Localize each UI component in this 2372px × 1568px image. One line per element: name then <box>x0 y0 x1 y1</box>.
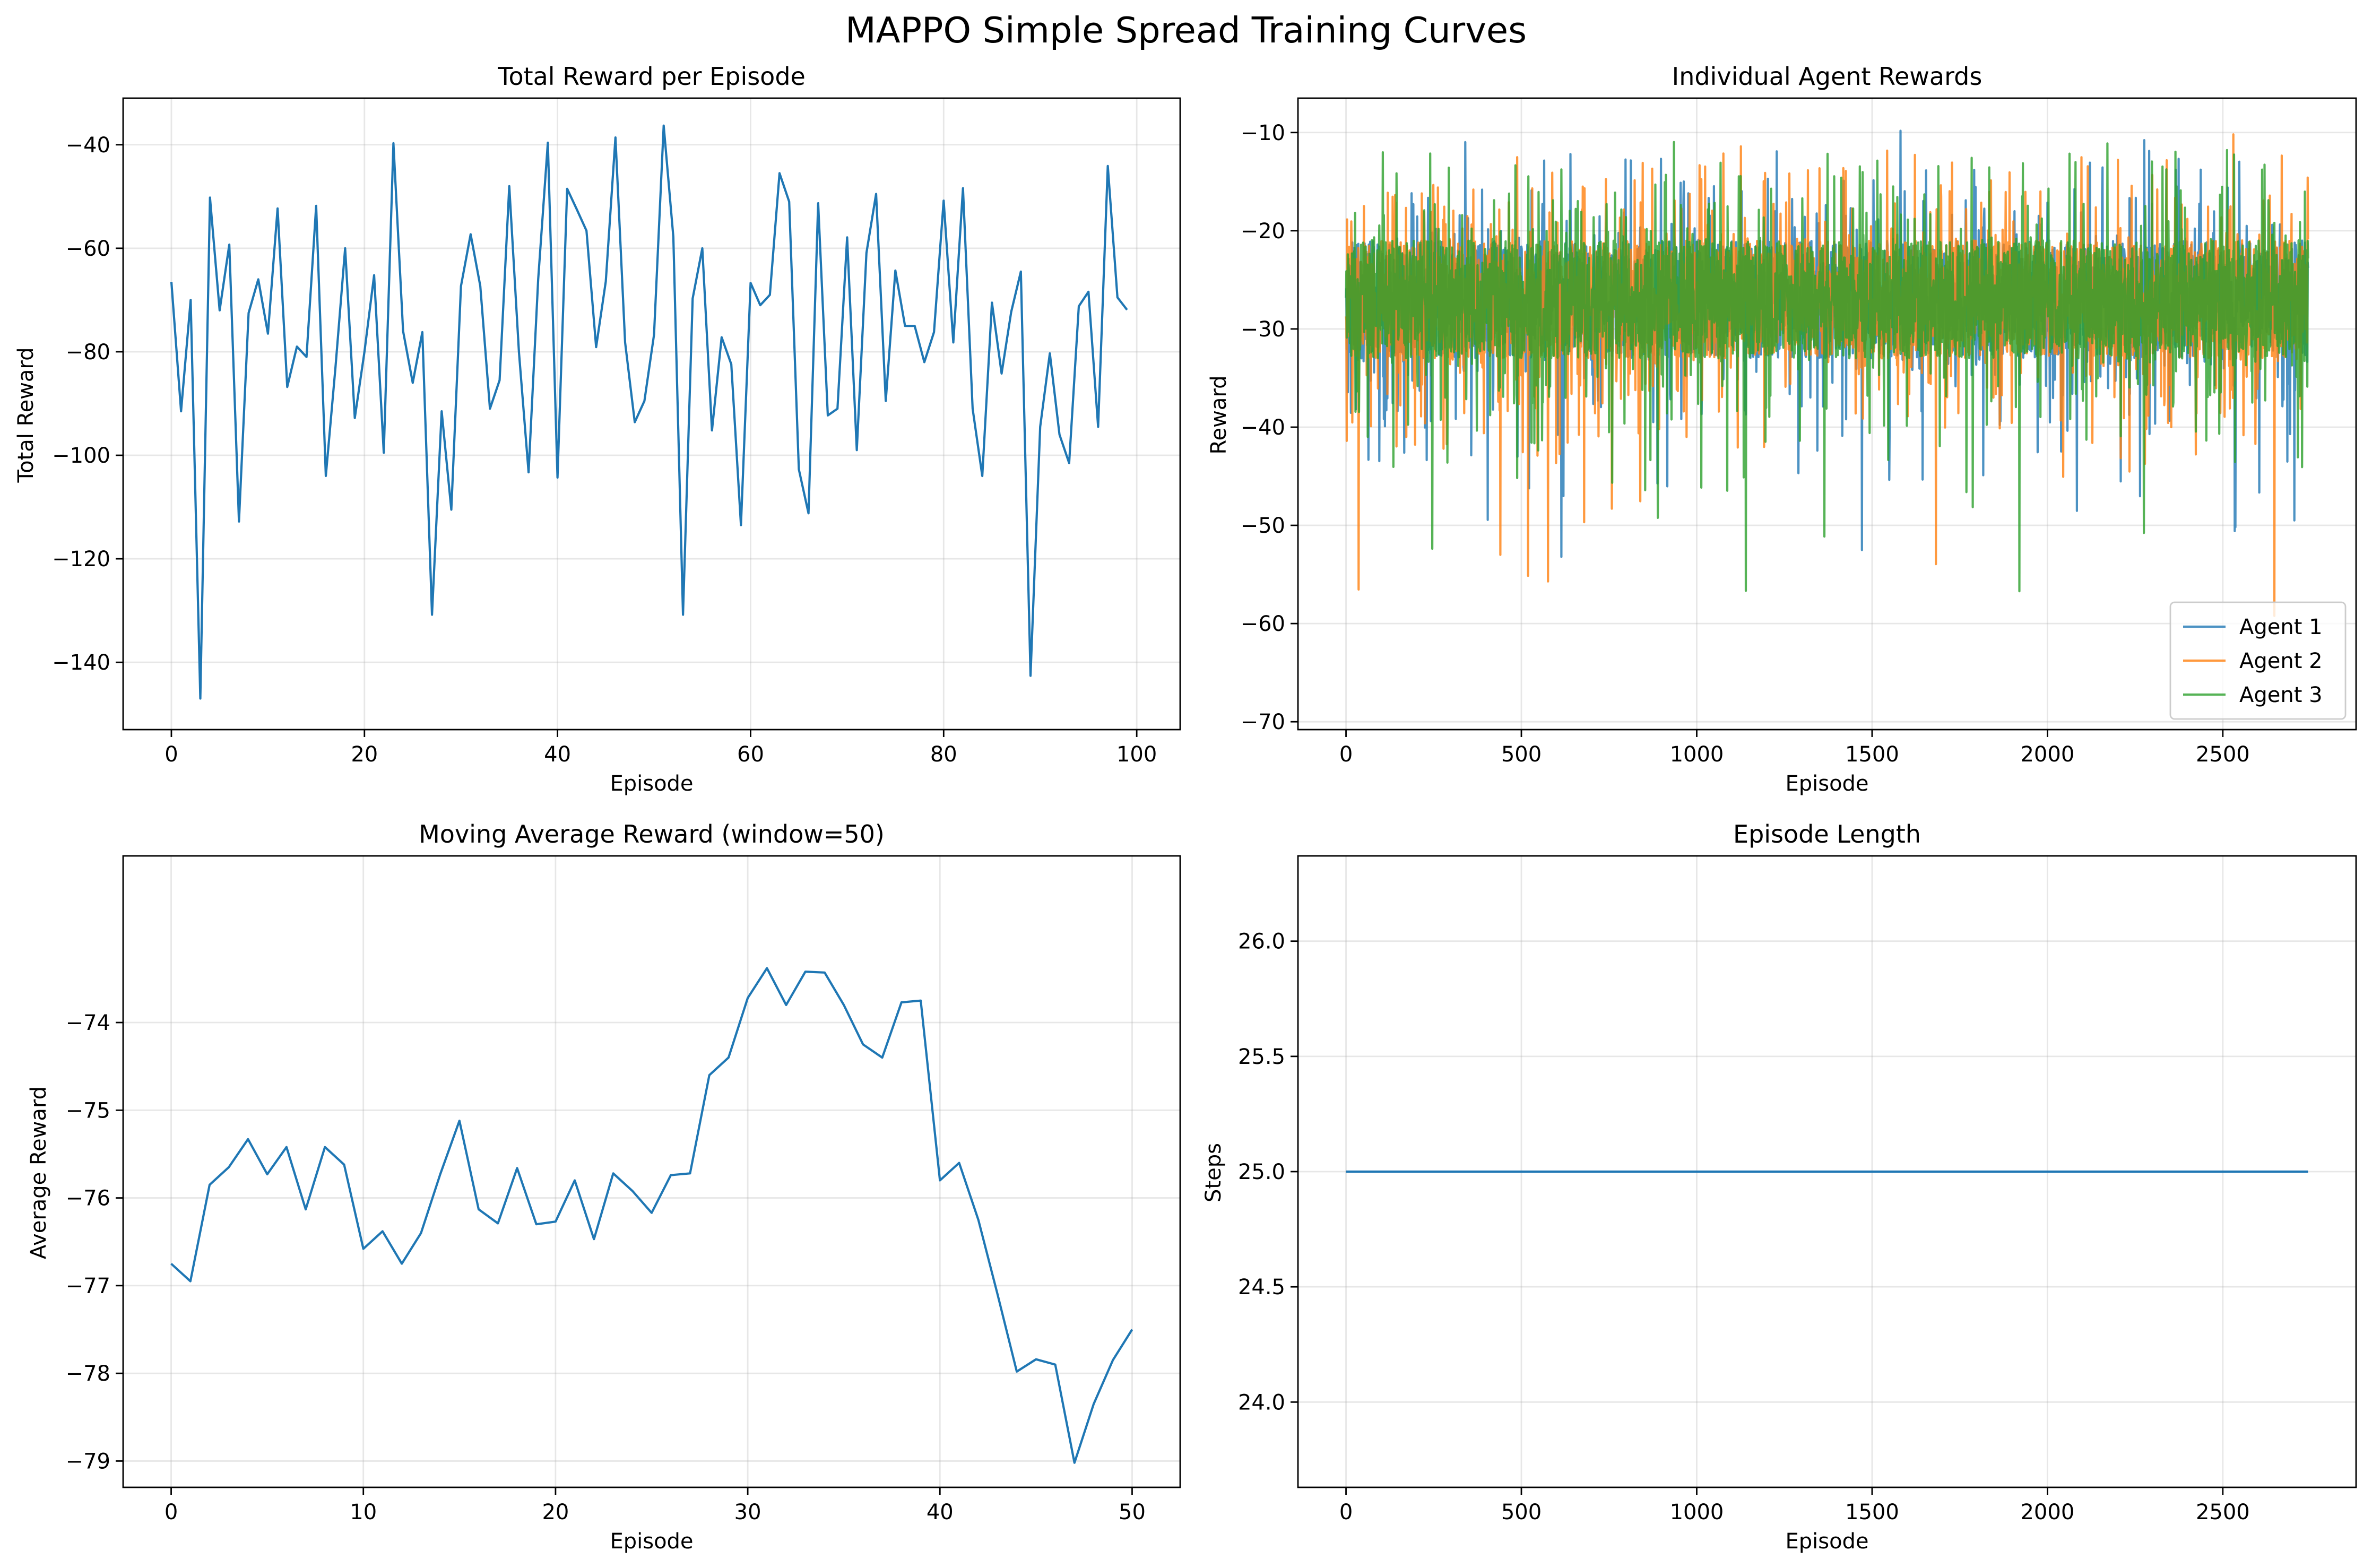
x-tick-label: 500 <box>1501 742 1542 767</box>
x-tick-label: 500 <box>1501 1500 1542 1524</box>
y-axis-label: Total Reward <box>14 347 38 483</box>
x-tick-label: 1500 <box>1845 742 1899 767</box>
y-axis-label: Steps <box>1201 1143 1226 1202</box>
panel-title: Episode Length <box>1733 820 1921 848</box>
x-tick-label: 0 <box>165 742 178 767</box>
legend: Agent 1 Agent 2 Agent 3 <box>2169 601 2347 720</box>
x-tick-label: 30 <box>734 1500 761 1524</box>
y-tick-label: −60 <box>66 237 110 261</box>
x-tick-label: 100 <box>1116 742 1157 767</box>
x-tick-label: 0 <box>165 1500 178 1524</box>
grid <box>123 98 1180 730</box>
x-tick-label: 2000 <box>2020 1500 2074 1524</box>
axes-frame <box>122 855 1181 1488</box>
y-axis-label: Reward <box>1207 376 1231 455</box>
y-tick-label: −60 <box>1241 612 1285 636</box>
panel-moving-average: Moving Average Reward (window=50) Episod… <box>27 820 1181 1554</box>
panel-title: Moving Average Reward (window=50) <box>419 820 885 848</box>
x-tick-label: 0 <box>1339 1500 1353 1524</box>
y-axis-label: Average Reward <box>27 1086 51 1259</box>
x-tick-label: 20 <box>542 1500 569 1524</box>
y-tick-label: −76 <box>66 1186 110 1211</box>
y-tick-label: −80 <box>66 340 110 365</box>
x-tick-label: 60 <box>737 742 764 767</box>
y-tick-label: −140 <box>52 651 110 675</box>
y-tick-label: 25.5 <box>1238 1045 1285 1069</box>
x-axis-label: Episode <box>610 772 693 796</box>
x-tick-label: 80 <box>930 742 957 767</box>
y-tick-label: −79 <box>66 1449 110 1474</box>
grid <box>123 856 1180 1487</box>
y-tick-label: 26.0 <box>1238 930 1285 954</box>
y-tick-label: −78 <box>66 1362 110 1386</box>
x-tick-label: 50 <box>1119 1500 1146 1524</box>
x-tick-label: 40 <box>544 742 571 767</box>
y-tick-label: −40 <box>66 133 110 158</box>
series-group <box>170 967 1133 1464</box>
panel-total-reward: Total Reward per Episode Episode Total R… <box>14 62 1181 796</box>
legend-label: Agent 3 <box>2239 683 2323 707</box>
x-tick-label: 0 <box>1339 742 1353 767</box>
x-tick-label: 40 <box>927 1500 954 1524</box>
y-tick-label: −120 <box>52 547 110 571</box>
panel-agent-rewards: Individual Agent Rewards Episode Reward … <box>1207 62 2357 796</box>
panel-title: Individual Agent Rewards <box>1672 62 1983 91</box>
x-tick-label: 2000 <box>2020 742 2074 767</box>
x-tick-label: 2500 <box>2196 742 2250 767</box>
x-axis-label: Episode <box>1785 1529 1868 1554</box>
legend-label: Agent 1 <box>2239 615 2323 639</box>
y-tick-label: −75 <box>66 1098 110 1123</box>
y-tick-label: −30 <box>1241 317 1285 342</box>
series-group <box>170 124 1128 700</box>
y-tick-label: 24.5 <box>1238 1275 1285 1300</box>
x-axis-label: Episode <box>610 1529 693 1554</box>
series-line-0 <box>170 124 1128 700</box>
panel-episode-length: Episode Length Episode Steps 0 500 1000 150… <box>1201 820 2357 1554</box>
axes-frame <box>122 97 1181 731</box>
x-tick-label: 1000 <box>1670 742 1724 767</box>
series-group <box>1345 129 2309 617</box>
x-tick-label: 1500 <box>1845 1500 1899 1524</box>
y-tick-label: −77 <box>66 1274 110 1298</box>
series-line-agent-3 <box>1345 141 2309 593</box>
axes-frame <box>1297 97 2357 731</box>
x-tick-label: 2500 <box>2196 1500 2250 1524</box>
y-tick-label: −74 <box>66 1011 110 1035</box>
x-tick-label: 1000 <box>1670 1500 1724 1524</box>
y-tick-label: −40 <box>1241 415 1285 440</box>
y-tick-label: −70 <box>1241 710 1285 734</box>
y-tick-label: 24.0 <box>1238 1390 1285 1415</box>
panel-title: Total Reward per Episode <box>497 62 806 91</box>
series-line-0 <box>170 967 1133 1464</box>
y-tick-label: −20 <box>1241 219 1285 244</box>
y-tick-label: 25.0 <box>1238 1160 1285 1184</box>
legend-box <box>2169 601 2347 720</box>
y-tick-label: −100 <box>52 444 110 468</box>
legend-label: Agent 2 <box>2239 649 2323 673</box>
x-tick-label: 20 <box>351 742 378 767</box>
y-tick-label: −50 <box>1241 514 1285 538</box>
y-tick-label: −10 <box>1241 121 1285 145</box>
x-tick-label: 10 <box>350 1500 377 1524</box>
x-axis-label: Episode <box>1785 772 1868 796</box>
figure-title: MAPPO Simple Spread Training Curves <box>845 10 1527 51</box>
